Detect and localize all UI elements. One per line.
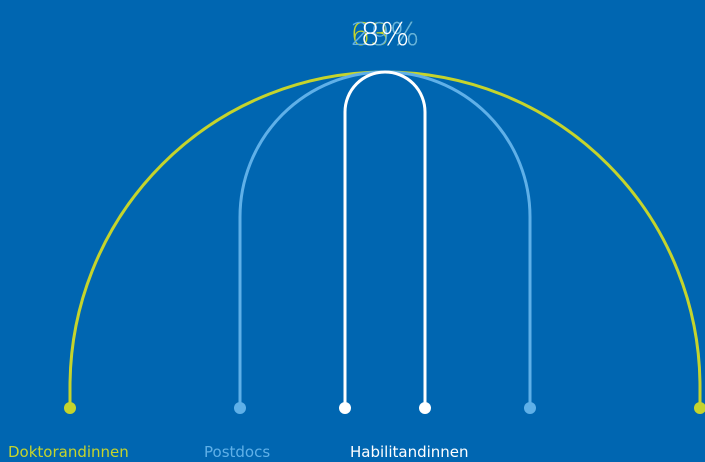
value-label: 8%	[360, 17, 409, 53]
value-label: 63%	[351, 17, 420, 53]
arc	[343, 70, 427, 408]
end-dot	[694, 402, 705, 414]
arc	[238, 70, 532, 408]
arc	[68, 70, 702, 408]
end-dot	[339, 402, 351, 414]
end-dot	[234, 402, 246, 414]
end-dot	[524, 402, 536, 414]
end-dot	[419, 402, 431, 414]
end-dot	[64, 402, 76, 414]
category-label: Doktorandinnen	[8, 443, 129, 461]
category-label: Habilitandinnen	[350, 443, 469, 461]
value-label: 29%	[351, 17, 420, 53]
category-label: Postdocs	[204, 443, 270, 461]
